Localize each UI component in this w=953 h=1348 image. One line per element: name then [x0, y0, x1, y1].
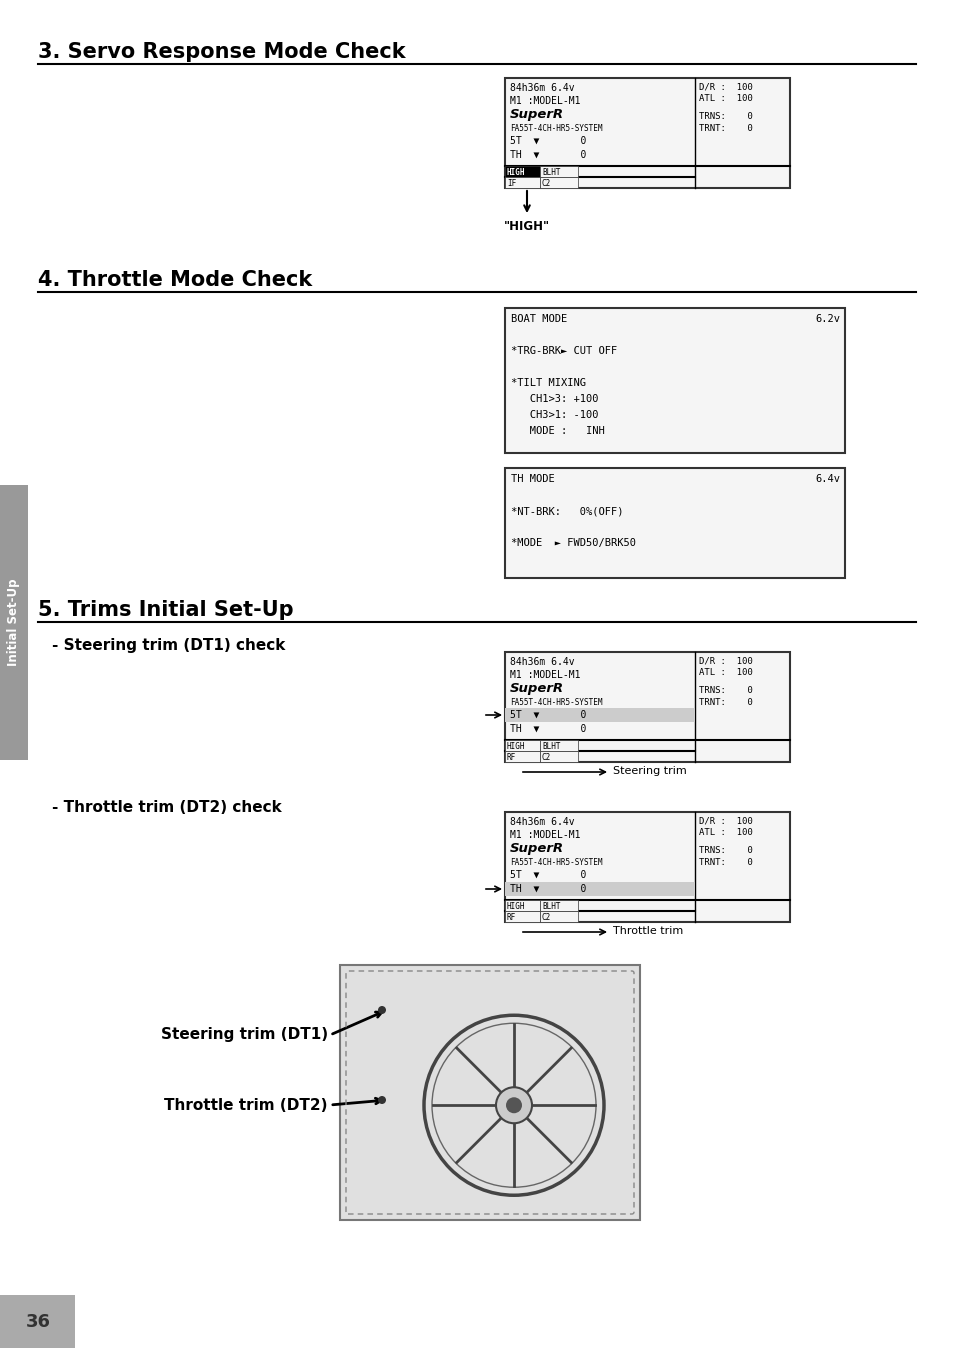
Text: 84h36m 6.4v: 84h36m 6.4v [510, 84, 574, 93]
Text: M1 :MODEL-M1: M1 :MODEL-M1 [510, 670, 579, 679]
Text: 3. Servo Response Mode Check: 3. Servo Response Mode Check [38, 42, 405, 62]
Text: *TILT MIXING: *TILT MIXING [511, 377, 585, 388]
Text: HIGH: HIGH [506, 902, 525, 911]
Text: 5T  ▼       0: 5T ▼ 0 [510, 710, 586, 720]
Text: ATL :  100: ATL : 100 [699, 94, 752, 102]
Text: IF: IF [506, 179, 516, 187]
Text: SuperR: SuperR [510, 108, 563, 121]
Text: D/R :  100: D/R : 100 [699, 656, 752, 666]
Text: Throttle trim: Throttle trim [613, 926, 682, 936]
Text: Throttle trim (DT2): Throttle trim (DT2) [164, 1097, 328, 1112]
Circle shape [377, 1096, 386, 1104]
Text: TH MODE: TH MODE [511, 474, 554, 484]
Text: D/R :  100: D/R : 100 [699, 817, 752, 826]
Text: TH  ▼       0: TH ▼ 0 [510, 724, 586, 735]
Text: Steering trim: Steering trim [613, 766, 686, 776]
Bar [0, 485, 28, 760]
Text: HIGH: HIGH [506, 741, 525, 751]
Text: CH3>1: -100: CH3>1: -100 [511, 410, 598, 421]
Text: TH  ▼       0: TH ▼ 0 [510, 884, 586, 894]
Text: BLHT: BLHT [541, 902, 560, 911]
Text: BOAT MODE: BOAT MODE [511, 314, 567, 324]
Text: FA55T-4CH-HR5-SYSTEM: FA55T-4CH-HR5-SYSTEM [510, 698, 602, 706]
Bar [539, 177, 578, 187]
Text: 4. Throttle Mode Check: 4. Throttle Mode Check [38, 270, 312, 290]
Text: ATL :  100: ATL : 100 [699, 669, 752, 677]
Text: TRNS:    0: TRNS: 0 [699, 112, 752, 121]
Text: *MODE  ► FWD50/BRK50: *MODE ► FWD50/BRK50 [511, 538, 636, 549]
Text: TH  ▼       0: TH ▼ 0 [510, 150, 586, 160]
Text: TRNT:    0: TRNT: 0 [699, 698, 752, 706]
Text: M1 :MODEL-M1: M1 :MODEL-M1 [510, 96, 579, 106]
Text: TRNS:    0: TRNS: 0 [699, 686, 752, 696]
Text: 6.4v: 6.4v [814, 474, 840, 484]
Bar [539, 911, 578, 922]
Text: 36: 36 [26, 1313, 51, 1330]
Bar [504, 307, 844, 453]
Bar [504, 78, 789, 187]
Text: *TRG-BRK► CUT OFF: *TRG-BRK► CUT OFF [511, 346, 617, 356]
Text: ATL :  100: ATL : 100 [699, 828, 752, 837]
Text: BLHT: BLHT [541, 168, 560, 177]
Bar [539, 751, 578, 762]
Bar [504, 811, 789, 922]
Text: RF: RF [506, 754, 516, 762]
Bar [504, 882, 695, 896]
Text: 84h36m 6.4v: 84h36m 6.4v [510, 656, 574, 667]
Text: MODE :   INH: MODE : INH [511, 426, 604, 435]
Bar [539, 166, 578, 177]
Bar [339, 965, 639, 1220]
Text: C2: C2 [541, 179, 551, 187]
Bar [504, 708, 695, 723]
Circle shape [377, 1006, 386, 1014]
Bar [504, 166, 539, 177]
Circle shape [496, 1088, 532, 1123]
Text: TRNS:    0: TRNS: 0 [699, 847, 752, 855]
Bar [504, 652, 789, 762]
Text: TRNT:    0: TRNT: 0 [699, 857, 752, 867]
Text: SuperR: SuperR [510, 842, 563, 855]
Text: 5. Trims Initial Set-Up: 5. Trims Initial Set-Up [38, 600, 294, 620]
Text: 6.2v: 6.2v [814, 314, 840, 324]
Text: Initial Set-Up: Initial Set-Up [8, 578, 20, 666]
Text: FA55T-4CH-HR5-SYSTEM: FA55T-4CH-HR5-SYSTEM [510, 857, 602, 867]
Text: BLHT: BLHT [541, 741, 560, 751]
Text: C2: C2 [541, 754, 551, 762]
Text: 5T  ▼       0: 5T ▼ 0 [510, 136, 586, 146]
Bar [504, 900, 539, 911]
Text: *NT-BRK:   0%(OFF): *NT-BRK: 0%(OFF) [511, 506, 623, 516]
Text: SuperR: SuperR [510, 682, 563, 696]
Bar [539, 740, 578, 751]
Text: - Throttle trim (DT2) check: - Throttle trim (DT2) check [52, 799, 281, 816]
Text: 5T  ▼       0: 5T ▼ 0 [510, 869, 586, 880]
Text: CH1>3: +100: CH1>3: +100 [511, 394, 598, 404]
Bar [504, 740, 539, 751]
Text: 84h36m 6.4v: 84h36m 6.4v [510, 817, 574, 828]
Text: TRNT:    0: TRNT: 0 [699, 124, 752, 133]
Bar [504, 751, 539, 762]
Text: - Steering trim (DT1) check: - Steering trim (DT1) check [52, 638, 285, 652]
Circle shape [505, 1097, 521, 1113]
Text: Steering trim (DT1): Steering trim (DT1) [161, 1027, 328, 1042]
Text: FA55T-4CH-HR5-SYSTEM: FA55T-4CH-HR5-SYSTEM [510, 124, 602, 133]
Text: C2: C2 [541, 913, 551, 922]
Text: HIGH: HIGH [506, 168, 525, 177]
Text: D/R :  100: D/R : 100 [699, 84, 752, 92]
Text: M1 :MODEL-M1: M1 :MODEL-M1 [510, 830, 579, 840]
Bar [0, 1295, 75, 1348]
Bar [504, 468, 844, 578]
Bar [504, 177, 539, 187]
Text: "HIGH": "HIGH" [503, 220, 550, 233]
Text: RF: RF [506, 913, 516, 922]
Bar [539, 900, 578, 911]
Bar [504, 911, 539, 922]
